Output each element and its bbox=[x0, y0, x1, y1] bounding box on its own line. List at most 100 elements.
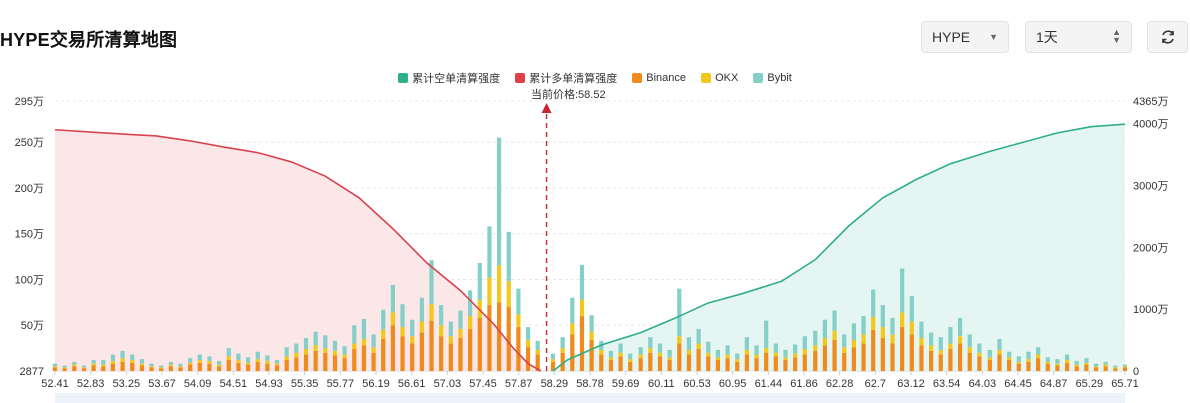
bar-okx bbox=[1093, 366, 1099, 368]
bar-binance bbox=[52, 367, 58, 371]
bar-binance bbox=[764, 352, 769, 371]
bar-bybit bbox=[938, 337, 943, 350]
bar-bybit bbox=[1103, 361, 1108, 365]
bar-okx bbox=[429, 304, 434, 321]
bar-bybit bbox=[832, 310, 837, 331]
legend-swatch bbox=[398, 73, 409, 83]
bar-binance bbox=[110, 363, 116, 371]
bar-bybit bbox=[168, 361, 173, 365]
x-tick-label: 63.54 bbox=[933, 378, 961, 390]
bar-binance bbox=[919, 345, 924, 371]
bar-binance bbox=[217, 366, 222, 371]
bar-okx bbox=[62, 367, 67, 369]
legend-item-okx[interactable]: OKX bbox=[701, 72, 738, 84]
bar-okx bbox=[802, 349, 807, 355]
bar-bybit bbox=[813, 330, 818, 346]
bar-bybit bbox=[1007, 351, 1012, 358]
bar-bybit bbox=[226, 348, 231, 357]
bar-binance bbox=[390, 325, 395, 371]
bar-binance bbox=[294, 357, 299, 371]
legend-item-long[interactable]: 累计多单清算强度 bbox=[515, 70, 617, 86]
symbol-select[interactable]: HYPE ▼ bbox=[921, 21, 1009, 53]
y-left-tick-label: 100万 bbox=[15, 274, 44, 286]
y-left-tick-label: 2877 bbox=[20, 366, 44, 378]
bar-bybit bbox=[1074, 360, 1079, 365]
bar-bybit bbox=[871, 289, 876, 317]
bar-okx bbox=[842, 347, 847, 353]
legend-label: Bybit bbox=[767, 72, 792, 84]
y-left-tick-label: 200万 bbox=[15, 183, 44, 195]
bar-okx bbox=[599, 349, 604, 355]
bar-bybit bbox=[1064, 354, 1070, 361]
bar-okx bbox=[628, 359, 633, 362]
bar-bybit bbox=[589, 315, 594, 332]
period-select-value: 1天 bbox=[1036, 29, 1058, 45]
bar-bybit bbox=[977, 343, 982, 353]
bar-bybit bbox=[861, 316, 866, 335]
bar-bybit bbox=[1122, 364, 1128, 367]
legend-swatch bbox=[753, 73, 764, 83]
bar-bybit bbox=[735, 353, 740, 360]
bar-binance bbox=[410, 343, 415, 371]
bar-binance bbox=[429, 320, 434, 371]
bar-binance bbox=[618, 356, 623, 371]
bar-bybit bbox=[667, 349, 672, 358]
bar-binance bbox=[419, 332, 424, 371]
period-select[interactable]: 1天 ▲ ▼ bbox=[1025, 21, 1132, 53]
legend-item-bybit[interactable]: Bybit bbox=[753, 72, 792, 84]
bar-binance bbox=[381, 338, 386, 371]
bar-bybit bbox=[744, 337, 749, 350]
bar-okx bbox=[987, 357, 992, 361]
long-cumulative-line bbox=[54, 128, 542, 372]
x-tick-label: 58.78 bbox=[576, 378, 604, 390]
x-tick-label: 64.03 bbox=[969, 378, 997, 390]
x-tick-label: 52.41 bbox=[41, 378, 69, 390]
bar-bybit bbox=[1036, 347, 1041, 355]
legend-item-short[interactable]: 累计空单清算强度 bbox=[398, 70, 500, 86]
x-tick-label: 53.67 bbox=[148, 378, 176, 390]
bar-binance bbox=[793, 357, 798, 371]
x-tick-label: 63.12 bbox=[897, 378, 925, 390]
bar-okx bbox=[274, 363, 280, 366]
y-right-tick-label: 4000万 bbox=[1133, 119, 1168, 131]
legend-label: Binance bbox=[646, 72, 687, 84]
bar-bybit bbox=[696, 328, 701, 344]
bar-okx bbox=[677, 336, 682, 344]
bar-binance bbox=[91, 365, 96, 371]
x-tick-label: 60.53 bbox=[683, 378, 711, 390]
x-tick-label: 55.77 bbox=[327, 378, 355, 390]
bar-binance bbox=[706, 356, 711, 371]
chevron-updown-icon: ▲ ▼ bbox=[1112, 27, 1121, 45]
bar-binance bbox=[332, 355, 338, 371]
bar-binance bbox=[599, 354, 604, 371]
bar-binance bbox=[957, 343, 963, 371]
x-tick-label: 65.29 bbox=[1076, 378, 1104, 390]
refresh-button[interactable] bbox=[1147, 21, 1188, 53]
current-price-arrow bbox=[541, 103, 552, 113]
bar-okx bbox=[332, 350, 338, 356]
x-tick-label: 59.69 bbox=[612, 378, 640, 390]
bar-bybit bbox=[1026, 351, 1031, 360]
y-right-tick-label: 0 bbox=[1133, 366, 1139, 378]
legend-label: OKX bbox=[715, 72, 739, 84]
bar-binance bbox=[579, 316, 585, 371]
bar-okx bbox=[948, 343, 953, 350]
bar-binance bbox=[783, 360, 788, 371]
y-left-tick-label: 50万 bbox=[21, 320, 44, 332]
bar-bybit bbox=[919, 321, 924, 339]
bar-binance bbox=[361, 345, 367, 371]
bar-bybit bbox=[1093, 363, 1099, 367]
bar-bybit bbox=[686, 337, 692, 350]
bar-bybit bbox=[371, 334, 376, 348]
bar-okx bbox=[1016, 361, 1021, 364]
legend-item-binance[interactable]: Binance bbox=[632, 72, 686, 84]
bar-bybit bbox=[948, 327, 953, 344]
bar-bybit bbox=[400, 304, 405, 328]
bar-bybit bbox=[754, 345, 759, 355]
bar-binance bbox=[439, 336, 444, 371]
bar-okx bbox=[468, 316, 473, 329]
bar-binance bbox=[802, 354, 807, 371]
bar-bybit bbox=[274, 360, 280, 364]
bar-bybit bbox=[149, 363, 154, 367]
bar-bybit bbox=[381, 309, 386, 330]
